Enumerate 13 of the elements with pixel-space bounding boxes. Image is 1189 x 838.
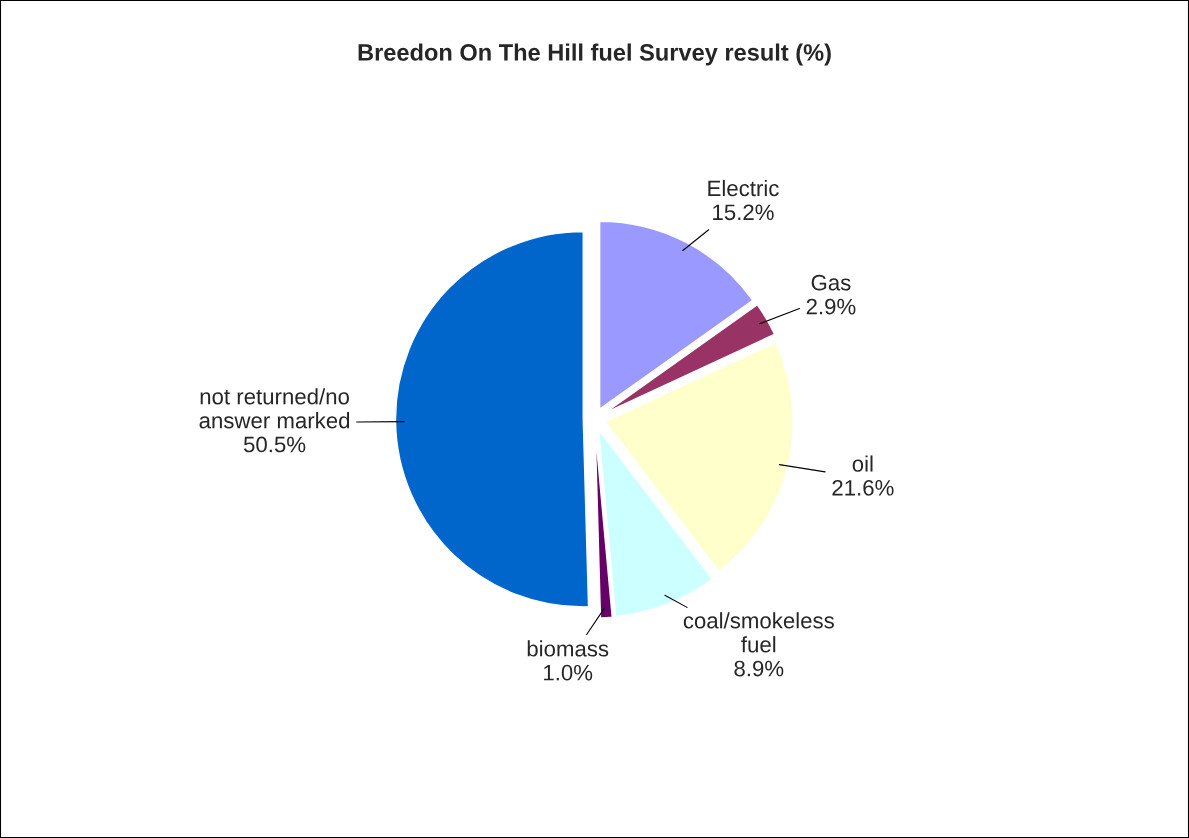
slice-label: Gas: [811, 274, 851, 291]
slice-label: Electric: [708, 179, 779, 197]
data-label: 15.2%: [713, 204, 774, 221]
slice-label: biomass: [527, 640, 609, 657]
data-label: 21.6%: [832, 479, 894, 496]
chart-title: Breedon On The Hill fuel Survey result (%): [358, 43, 831, 66]
data-label: 50.5%: [243, 436, 306, 453]
data-label: 1.0%: [544, 664, 593, 681]
data-label: 8.9%: [734, 660, 784, 677]
slice-label: oil: [852, 455, 873, 472]
slice-label: coal/smokeless fuel: [683, 612, 834, 653]
data-label: 2.9%: [806, 298, 856, 315]
slice-label: not returned/no answer marked: [199, 388, 350, 429]
